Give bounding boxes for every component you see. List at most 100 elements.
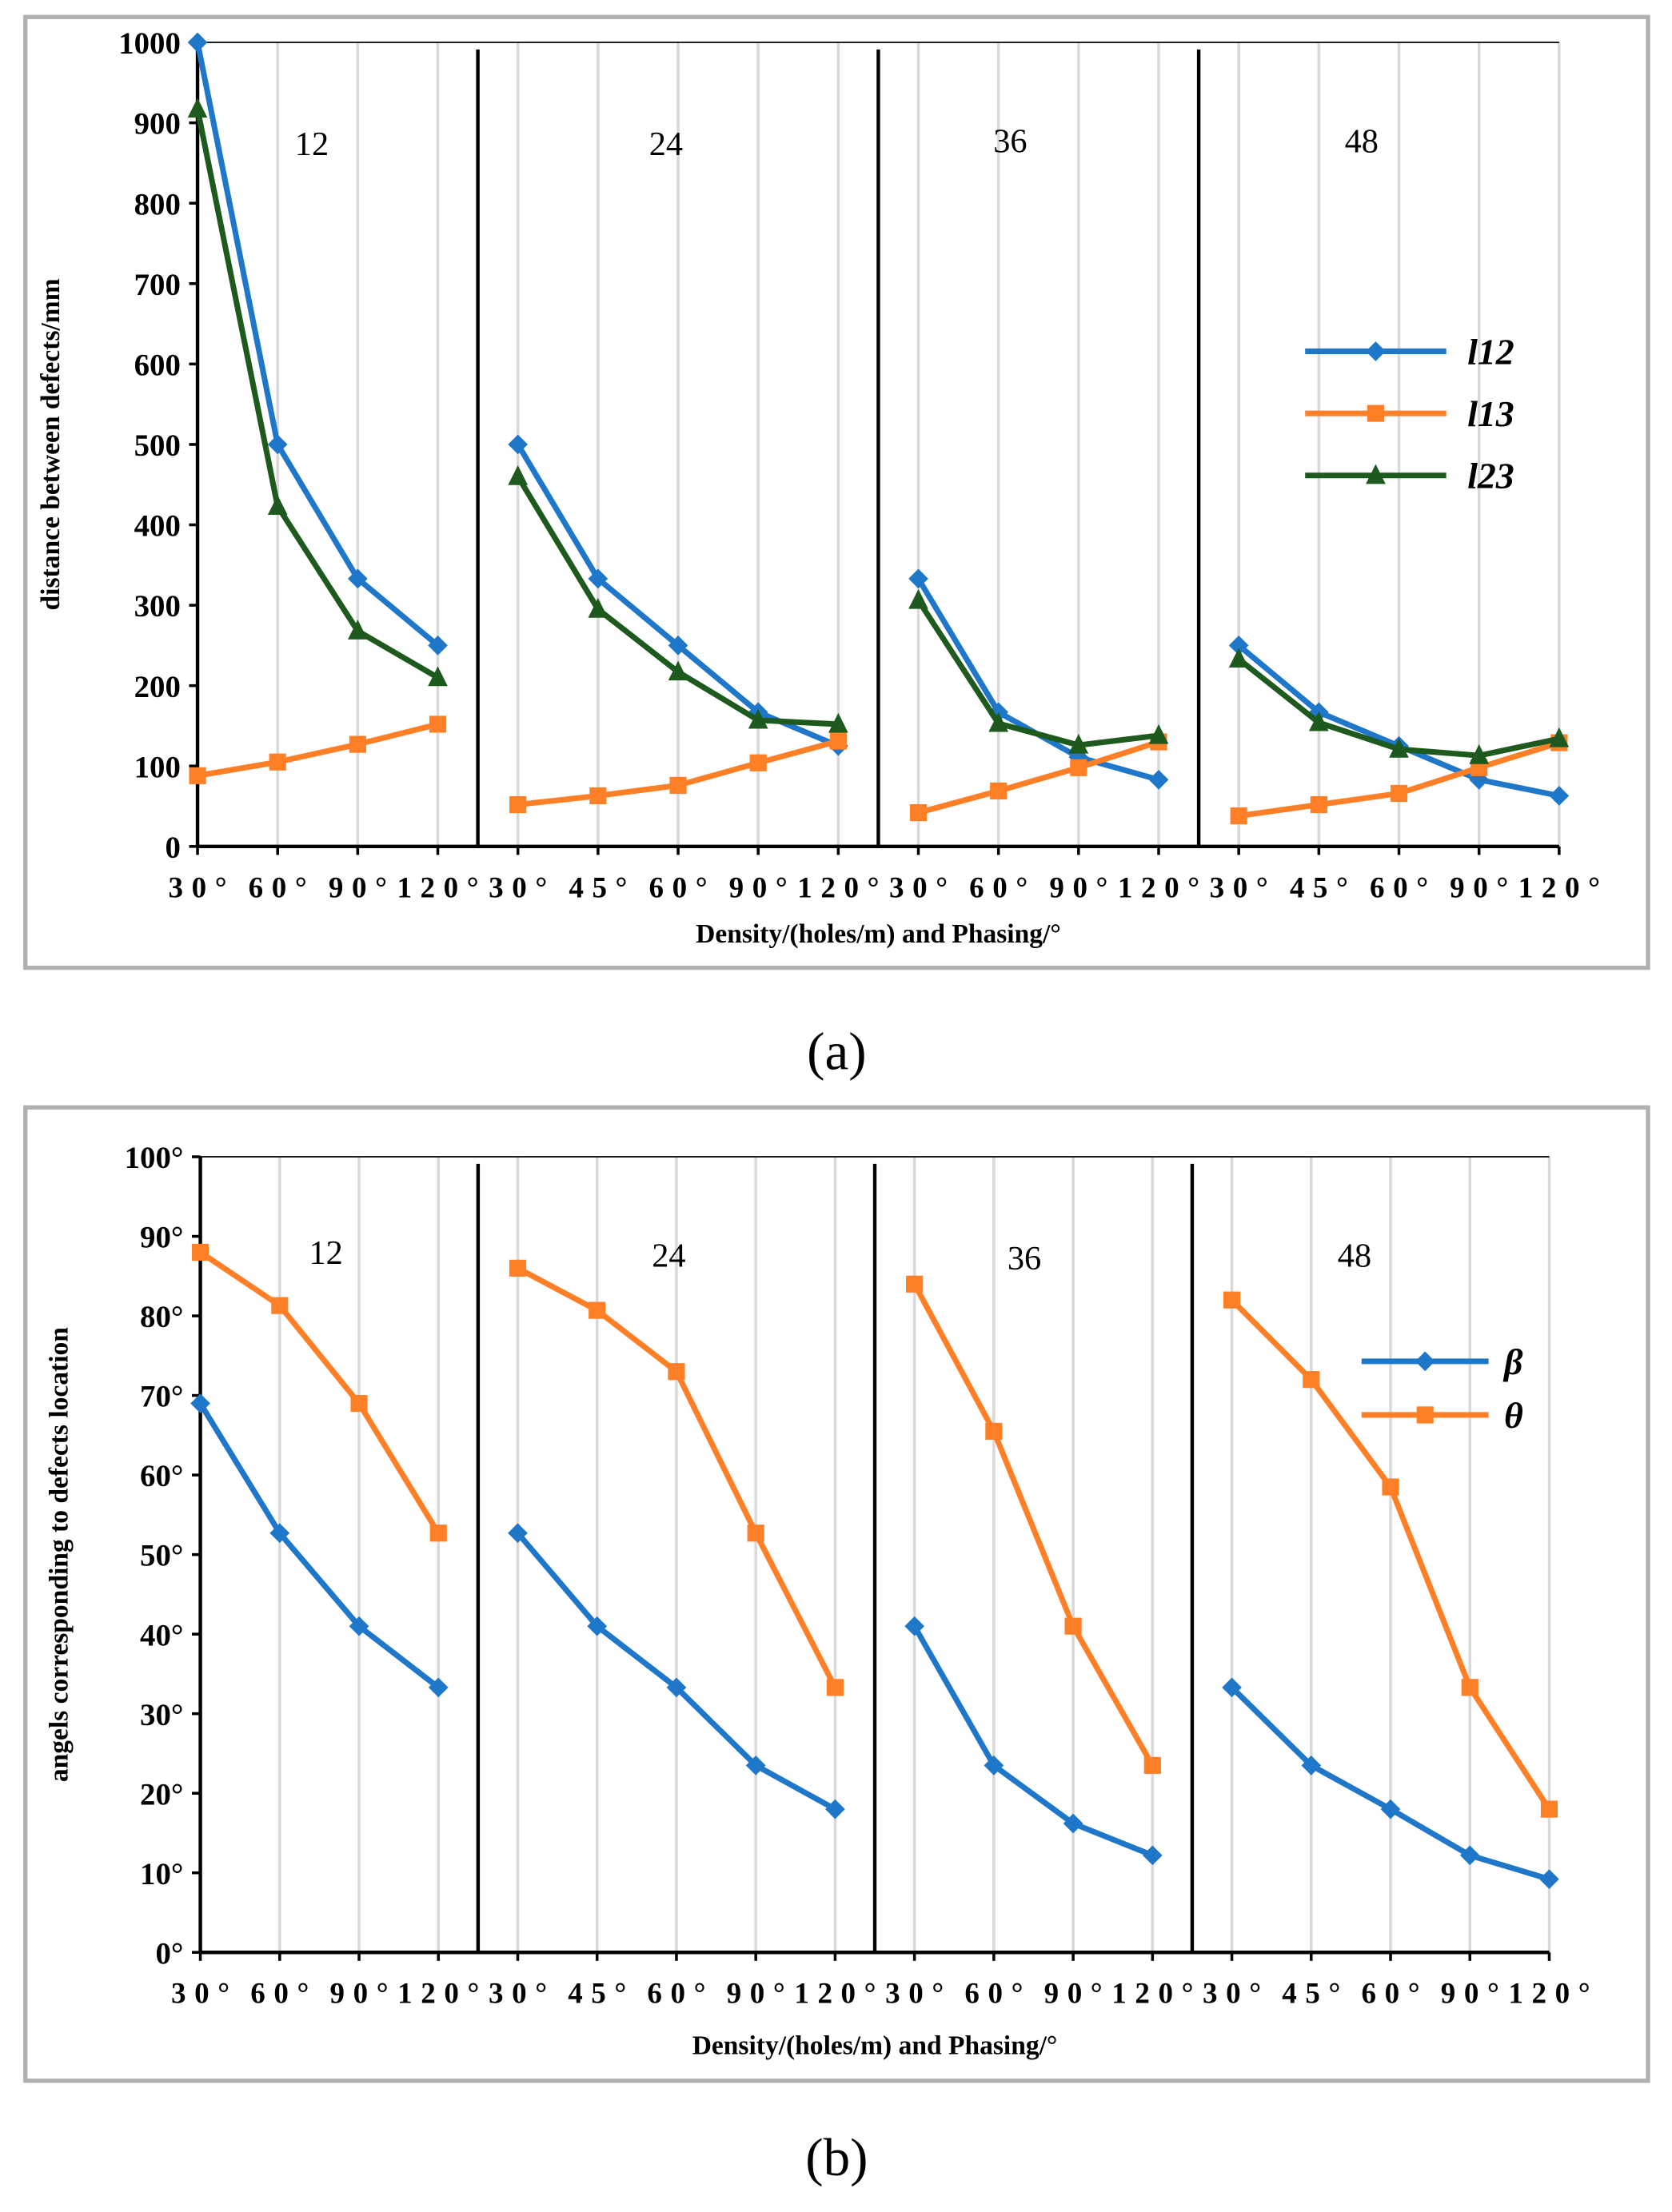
x-tick-label: 90°	[1044, 1978, 1111, 2011]
y-tick-label: 600	[134, 348, 181, 382]
y-tick-label: 200	[134, 670, 181, 704]
legend-label: l13	[1467, 393, 1514, 434]
x-tick-label: 30°	[1203, 1978, 1270, 2011]
data-point	[1389, 738, 1409, 758]
data-point	[747, 1524, 764, 1542]
x-tick-label: 45°	[1282, 1978, 1349, 2011]
legend-marker	[1416, 1406, 1434, 1424]
data-point	[509, 795, 527, 814]
data-point	[589, 787, 607, 805]
figure-caption: (b)	[805, 2127, 868, 2187]
series-line	[197, 721, 439, 779]
chart-b: 0° 10° 20° 30° 40° 50° 60° 70° 80° 90° 100° 30° 60° 9…	[23, 1105, 1650, 2083]
y-tick-label: 30°	[140, 1698, 183, 1732]
legend-label: l23	[1467, 456, 1514, 496]
data-point	[428, 1677, 449, 1698]
data-point	[1070, 759, 1087, 776]
data-point	[191, 1243, 209, 1261]
data-point	[826, 1679, 844, 1696]
data-point	[348, 568, 368, 589]
x-tick-label: 30°	[1210, 871, 1277, 904]
data-point	[429, 1524, 447, 1542]
data-point	[269, 753, 286, 771]
data-point	[1539, 1869, 1559, 1890]
data-point	[1540, 1800, 1558, 1818]
x-tick-label: 45°	[569, 871, 636, 904]
data-point	[749, 754, 767, 771]
x-tick-label: 120°	[794, 1978, 884, 2011]
chart-a: 0 100 200 300 400 500 600 700 800 900 1000 30° 60° 90…	[23, 14, 1650, 970]
data-point	[1469, 744, 1490, 764]
y-axis-title: angels corresponding to defects location	[45, 1327, 74, 1782]
data-point	[1310, 795, 1327, 814]
x-tick-label: 120°	[1111, 1978, 1202, 2011]
data-point	[1223, 1291, 1241, 1309]
series-line	[198, 1249, 441, 1535]
y-tick-label: 40°	[140, 1618, 183, 1652]
data-point	[1308, 711, 1329, 731]
group-label: 24	[649, 126, 683, 163]
series-line	[194, 42, 440, 648]
series-line	[912, 1624, 1154, 1859]
data-point	[429, 715, 447, 733]
group-label: 12	[295, 126, 329, 163]
series-line	[198, 1401, 441, 1690]
data-point	[428, 666, 448, 687]
series-line	[912, 1282, 1155, 1768]
data-point	[908, 588, 928, 609]
data-point	[668, 1363, 685, 1381]
data-point	[588, 597, 609, 618]
y-tick-label: 60°	[140, 1459, 183, 1493]
data-point	[589, 1301, 606, 1319]
data-point	[1148, 723, 1169, 744]
y-tick-label: 300	[134, 589, 181, 624]
x-axis-title: Density/(holes/m) and Phasing/°	[696, 919, 1061, 949]
data-point	[509, 1259, 527, 1277]
x-axis-title: Density/(holes/m) and Phasing/°	[692, 2031, 1058, 2060]
x-tick-label: 60°	[647, 1978, 714, 2011]
x-tick-label: 120°	[397, 1978, 488, 2011]
series-line	[194, 108, 440, 680]
x-tick-label: 60°	[1362, 1978, 1429, 2011]
y-tick-label: 0°	[155, 1936, 183, 1971]
y-tick-label: 900	[134, 107, 181, 141]
x-tick-label: 90°	[1049, 871, 1116, 904]
data-point	[269, 1523, 290, 1544]
x-tick-label: 90°	[727, 1978, 794, 2011]
data-point	[1228, 648, 1249, 668]
y-tick-label: 80°	[140, 1300, 183, 1334]
x-tick-label: 90°	[330, 1978, 397, 2011]
x-tick-label: 120°	[1518, 871, 1609, 904]
data-point	[190, 1393, 210, 1413]
x-tick-label: 60°	[969, 871, 1036, 904]
data-point	[1228, 636, 1249, 656]
chart-frame	[23, 14, 1650, 970]
y-tick-label: 90°	[140, 1221, 183, 1255]
data-point	[669, 776, 687, 794]
y-tick-label: 1000	[118, 26, 181, 61]
data-point	[271, 1297, 289, 1314]
x-tick-label: 90°	[729, 871, 796, 904]
data-point	[187, 98, 208, 118]
series-θ	[191, 1243, 1558, 1818]
data-point	[1148, 769, 1169, 790]
group-label: 48	[1345, 123, 1379, 161]
x-tick-label: 30°	[889, 871, 956, 904]
data-point	[908, 568, 928, 589]
data-point	[1459, 1845, 1480, 1866]
data-point	[1068, 733, 1089, 754]
data-point	[1380, 1799, 1401, 1819]
x-tick-label: 120°	[797, 871, 888, 904]
data-point	[829, 732, 847, 750]
data-point	[1461, 1679, 1478, 1696]
legend-label: β	[1502, 1341, 1523, 1382]
legend-label: l12	[1467, 331, 1514, 372]
data-point	[985, 1422, 1003, 1440]
y-tick-label: 400	[134, 509, 181, 544]
y-tick-label: 500	[134, 428, 181, 463]
x-tick-label: 60°	[249, 871, 316, 904]
y-tick-label: 50°	[140, 1539, 183, 1573]
data-point	[587, 1616, 608, 1636]
data-point	[1301, 1756, 1322, 1776]
